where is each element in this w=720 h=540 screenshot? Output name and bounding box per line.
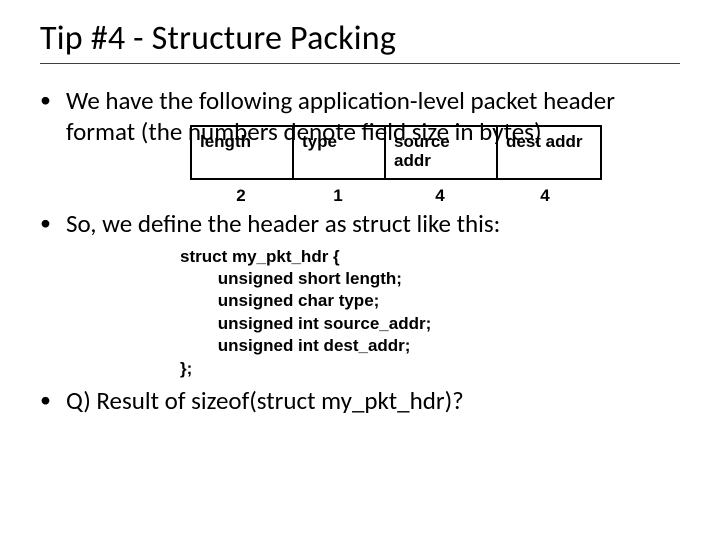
question-suffix: ? (452, 385, 464, 416)
slide-title: Tip #4 - Structure Packing (40, 18, 680, 64)
code-line: unsigned short length; (180, 269, 402, 288)
field-length: length (192, 127, 294, 178)
header-sizes-row: 2 1 4 4 (190, 186, 602, 207)
code-line: struct my_pkt_hdr { (180, 247, 340, 266)
slide-body: • We have the following application-leve… (40, 86, 680, 417)
bullet-dot: • (40, 386, 66, 417)
bullet-text: So, we define the header as struct like … (66, 209, 680, 240)
bullet-item: • So, we define the header as struct lik… (40, 209, 680, 240)
header-fields-row: length type source addr dest addr (190, 125, 602, 180)
code-line: unsigned char type; (180, 291, 379, 310)
size-dest-addr: 4 (496, 186, 594, 207)
code-line: unsigned int source_addr; (180, 314, 431, 333)
field-type: type (294, 127, 386, 178)
bullet-text: Q) Result of sizeof(struct my_pkt_hdr)? (66, 386, 680, 417)
code-struct-definition: struct my_pkt_hdr { unsigned short lengt… (180, 246, 680, 381)
code-line: unsigned int dest_addr; (180, 336, 410, 355)
bullet-dot: • (40, 86, 66, 147)
size-type: 1 (292, 186, 384, 207)
question-prefix: Q) Result of (66, 385, 191, 416)
size-length: 2 (190, 186, 292, 207)
question-code: sizeof(struct my_pkt_hdr) (191, 385, 452, 416)
field-dest-addr: dest addr (498, 127, 596, 178)
size-source-addr: 4 (384, 186, 496, 207)
field-source-addr: source addr (386, 127, 498, 178)
code-line: }; (180, 359, 192, 378)
slide: Tip #4 - Structure Packing • We have the… (0, 0, 720, 443)
bullet-dot: • (40, 209, 66, 240)
bullet-item: • Q) Result of sizeof(struct my_pkt_hdr)… (40, 386, 680, 417)
